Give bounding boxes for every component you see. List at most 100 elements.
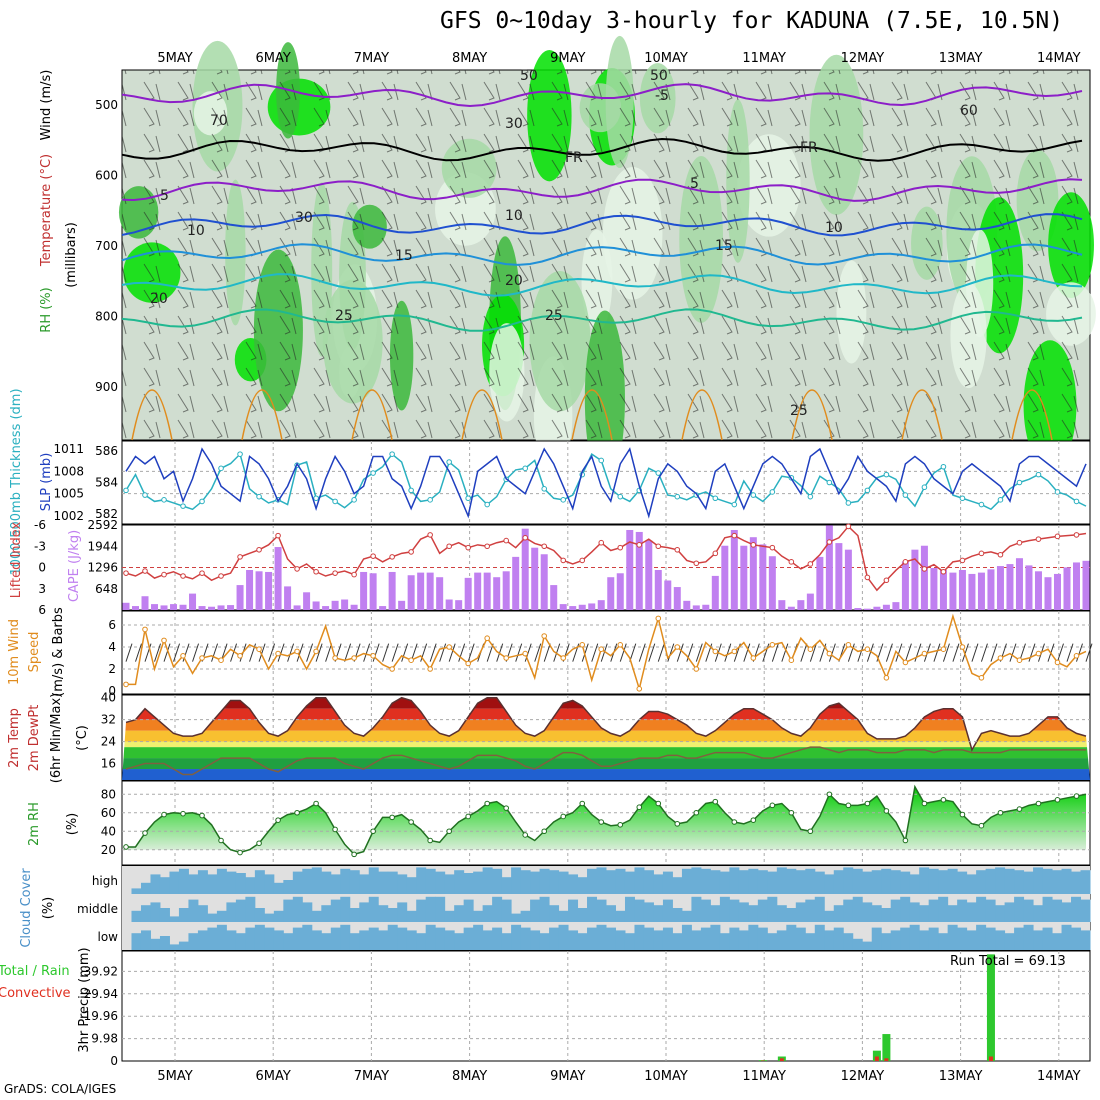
cloud-cell (568, 930, 579, 950)
cloud-cell (397, 902, 408, 922)
wind-barb (401, 643, 409, 662)
cloud-cell (738, 930, 749, 950)
wind-barb (904, 643, 912, 662)
wind-speed-marker (1073, 653, 1080, 659)
cloud-cell (178, 908, 189, 922)
wind-barb (287, 643, 295, 662)
rh-marker (902, 837, 909, 844)
thickness-marker (541, 486, 548, 492)
rh-marker (332, 826, 338, 833)
wind-barb (372, 643, 380, 662)
cloud-cell (539, 896, 550, 922)
wind-barb (277, 643, 285, 662)
cloud-cell (549, 905, 560, 922)
wind-speed-marker (161, 637, 167, 644)
cape-bar (759, 544, 767, 610)
cloud-cell (520, 910, 531, 922)
rh2m-panel: 80 60 40 20 2m RH (%) (27, 780, 1091, 866)
cape-bar (217, 605, 225, 610)
wind-barb (543, 643, 551, 662)
isotherm-label: 30 (505, 116, 523, 132)
precip-y-tick: 0 (110, 1054, 118, 1068)
cape-bar (341, 599, 349, 610)
cloud-cell (909, 924, 920, 950)
cape-bar (569, 606, 577, 610)
cloud-cell (852, 896, 863, 922)
lifted-index-marker (750, 542, 757, 548)
precip-convective-bar (884, 1058, 889, 1061)
wind-barb (439, 643, 447, 662)
lifted-index-marker (427, 532, 433, 538)
date-axis: 5MAY 5MAY 6MAY 6MAY 7MAY 7MAY 8MAY 8MAY 9MAY 9MAY… (157, 51, 1080, 1084)
isotherm-label: 10 (505, 208, 523, 224)
rh-marker (636, 804, 643, 811)
cloud-cell (1061, 924, 1072, 950)
cloud-cell (435, 927, 446, 950)
cloud-cell (321, 933, 332, 950)
rh-marker (826, 791, 833, 798)
cloud-cell (1004, 868, 1015, 894)
thickness-marker (408, 487, 414, 494)
cloud-cell (188, 874, 199, 894)
lifted-index-marker (598, 539, 605, 546)
warm-isotherm (791, 389, 833, 441)
lifted-index-marker (370, 553, 376, 559)
sounding-mb-label: (millibars) (64, 222, 79, 288)
cloud-cell (501, 899, 512, 922)
cloud-cell (1071, 927, 1082, 950)
cloud-cell (1080, 930, 1091, 950)
date-label-top: 13MAY (939, 51, 983, 66)
cloud-cell (1014, 896, 1025, 922)
precip-label-c: 3hr Precip (mm) (77, 947, 92, 1052)
cloud-cell (454, 905, 465, 922)
wind-speed-marker (807, 646, 814, 653)
rh-marker (1073, 793, 1080, 799)
wind-barb (429, 643, 437, 662)
wind-speed-marker (370, 653, 376, 659)
cape-bar (806, 593, 814, 610)
thickness-marker (617, 493, 624, 500)
cloud-cell (700, 927, 711, 950)
cloud-cell (482, 930, 493, 950)
lifted-index-marker (712, 550, 719, 557)
wind-speed-marker (237, 653, 243, 659)
thickness-marker (484, 501, 490, 508)
cloud-cell (197, 870, 208, 894)
cape-bar (673, 587, 681, 610)
rh-marker (655, 800, 662, 807)
wind-barb (163, 643, 171, 662)
wind-barb (125, 643, 133, 662)
temp-band (122, 758, 1090, 770)
cape-bar (436, 577, 444, 610)
cape-bar (512, 556, 520, 610)
cloud-cell (748, 905, 759, 922)
cloud-cell (311, 910, 322, 922)
warm-isotherm (571, 389, 613, 441)
wind-barb (667, 643, 675, 662)
cloud-cell (378, 905, 389, 922)
lifted-index-marker (1016, 539, 1023, 546)
rh-marker (465, 813, 471, 820)
cloud-cell (814, 896, 825, 922)
cloud-cell (843, 899, 854, 922)
cloud-cell (463, 873, 474, 894)
cape-bar (464, 577, 472, 610)
wind-barb (1057, 643, 1064, 662)
cloud-cell (444, 910, 455, 922)
thickness-y-tick: 586 (95, 444, 118, 458)
lifted-index-label: Lifted Index (9, 521, 24, 598)
wind-barb (885, 643, 893, 662)
thickness-marker (826, 479, 833, 486)
cape-bar (227, 605, 235, 610)
cloud-cell (1052, 899, 1063, 922)
cloud-cell (1033, 930, 1044, 950)
wind-barb (515, 643, 523, 662)
lifted-index-marker (332, 570, 338, 576)
temp-band (122, 769, 1090, 780)
rh-marker (598, 819, 605, 825)
cloud-cell (397, 874, 408, 894)
cloud-cell (359, 902, 370, 922)
rh-marker (351, 851, 357, 858)
cape-bar (1034, 571, 1042, 610)
cloud-cell (919, 905, 930, 922)
